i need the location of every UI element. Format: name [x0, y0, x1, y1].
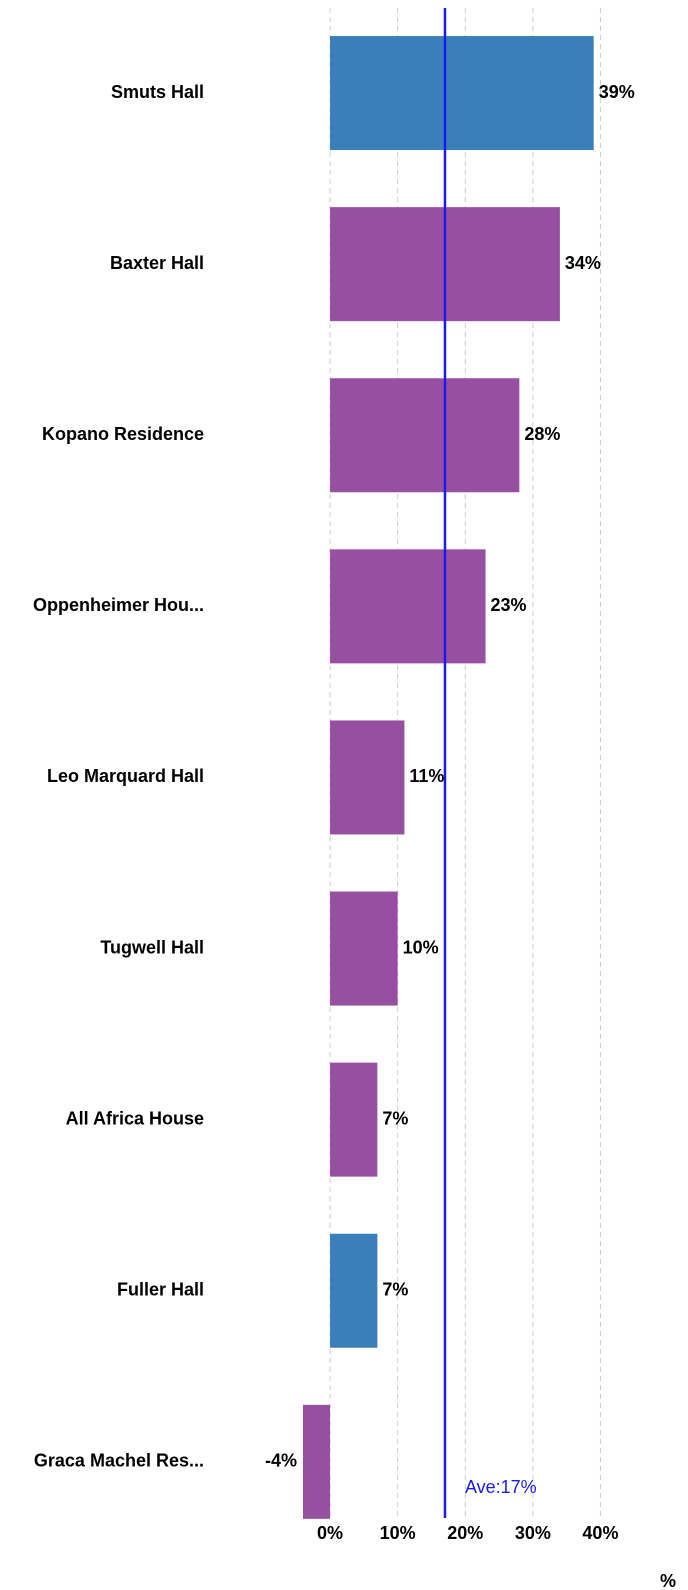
- value-label: 10%: [403, 937, 439, 957]
- category-label: Leo Marquard Hall: [47, 766, 204, 786]
- category-label: Graca Machel Res...: [34, 1451, 204, 1471]
- category-label: Tugwell Hall: [100, 937, 204, 957]
- category-label: Baxter Hall: [110, 253, 204, 273]
- value-label: 28%: [524, 424, 560, 444]
- category-label: Fuller Hall: [117, 1280, 204, 1300]
- category-label: Oppenheimer Hou...: [33, 595, 204, 615]
- average-label: Ave:17%: [465, 1477, 537, 1497]
- value-label: 7%: [382, 1108, 408, 1128]
- bar: [330, 36, 594, 151]
- category-label: Smuts Hall: [111, 82, 204, 102]
- x-axis-label: %: [660, 1571, 676, 1590]
- x-tick-label: 0%: [317, 1523, 343, 1543]
- category-label: Kopano Residence: [42, 424, 204, 444]
- value-label: 23%: [491, 595, 527, 615]
- x-tick-label: 40%: [582, 1523, 618, 1543]
- bar: [330, 891, 398, 1006]
- value-label: 7%: [382, 1280, 408, 1300]
- bar: [330, 378, 520, 493]
- category-label: All Africa House: [66, 1108, 204, 1128]
- value-label: 11%: [409, 766, 444, 786]
- bar: [330, 1233, 378, 1348]
- bar: [330, 1062, 378, 1177]
- x-tick-label: 10%: [380, 1523, 416, 1543]
- x-tick-label: 30%: [515, 1523, 551, 1543]
- value-label: 39%: [599, 82, 635, 102]
- value-label: 34%: [565, 253, 601, 273]
- bar: [330, 549, 486, 664]
- bar: [303, 1404, 331, 1519]
- x-tick-label: 20%: [447, 1523, 483, 1543]
- bar: [330, 720, 405, 835]
- value-label: -4%: [265, 1451, 297, 1471]
